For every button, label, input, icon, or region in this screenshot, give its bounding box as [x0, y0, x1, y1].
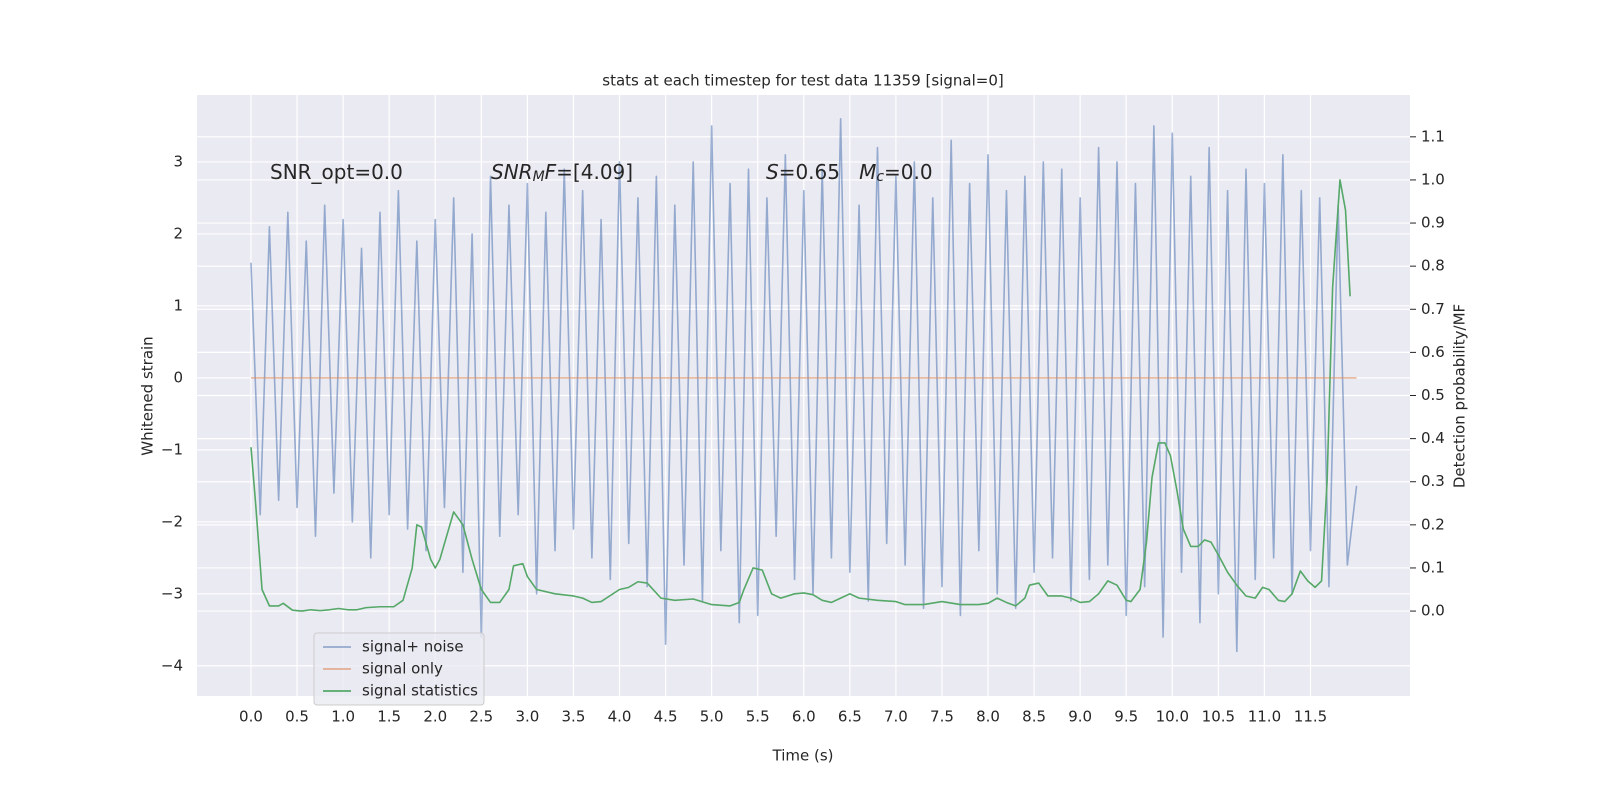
annotation: SNR_opt=0.0 — [270, 160, 403, 184]
x-tick-label: 3.0 — [515, 708, 539, 726]
x-tick-label: 3.5 — [562, 708, 586, 726]
annotation: SNRMF=[4.09] — [491, 160, 633, 186]
x-tick-label: 0.5 — [285, 708, 309, 726]
x-tick-label: 2.0 — [423, 708, 447, 726]
x-tick-label: 9.0 — [1068, 708, 1092, 726]
legend-label: signal only — [362, 660, 443, 678]
y2-tick-label: 0.4 — [1421, 429, 1445, 447]
x-tick-label: 6.5 — [838, 708, 862, 726]
x-tick-label: 2.5 — [469, 708, 493, 726]
x-tick-label: 8.0 — [976, 708, 1000, 726]
x-tick-label: 11.0 — [1248, 708, 1281, 726]
y-tick-label: 3 — [173, 152, 183, 170]
plot — [250, 117, 1358, 653]
x-tick-label: 5.0 — [700, 708, 724, 726]
annotation-part: S — [766, 160, 779, 184]
annotation-part: M — [859, 160, 876, 184]
y2-tick-label: 1.1 — [1421, 127, 1445, 145]
annotation-part: F — [545, 160, 557, 184]
series-line — [250, 179, 1351, 612]
y2-tick-label: 0.8 — [1421, 257, 1445, 275]
y-tick-label: −4 — [161, 656, 183, 674]
x-tick-label: 6.0 — [792, 708, 816, 726]
annotation-part: =0.65 — [779, 160, 859, 184]
x-tick-label: 10.0 — [1156, 708, 1189, 726]
overlay: 0.0 0.5 1.0 1.5 2.0 2.5 3.0 3.5 4.0 4.5 5.0 5.5 6.0 6… — [161, 127, 1445, 725]
series-line — [250, 117, 1358, 653]
y2-axis-label: Detection probability/MF — [1451, 304, 1469, 488]
y-tick-label: −2 — [161, 512, 183, 530]
x-tick-label: 9.5 — [1114, 708, 1138, 726]
y2-tick-label: 0.9 — [1421, 214, 1445, 232]
x-tick-label: 10.5 — [1202, 708, 1235, 726]
y2-tick-label: 0.1 — [1421, 558, 1445, 576]
legend-box — [313, 632, 485, 706]
annotation-part: =[4.09] — [556, 160, 633, 184]
x-tick-label: 7.0 — [884, 708, 908, 726]
chart-title: stats at each timestep for test data 113… — [602, 72, 1003, 90]
x-tick-label: 1.5 — [377, 708, 401, 726]
x-tick-label: 8.5 — [1022, 708, 1046, 726]
x-tick-label: 11.5 — [1294, 708, 1327, 726]
y-tick-label: −1 — [161, 440, 183, 458]
legend-label: signal statistics — [362, 682, 478, 700]
y2-tick-label: 0.0 — [1421, 602, 1445, 620]
x-tick-label: 1.0 — [331, 708, 355, 726]
legend-label: signal+ noise — [362, 638, 464, 656]
y2-tick-label: 0.3 — [1421, 472, 1445, 490]
x-tick-label: 0.0 — [239, 708, 263, 726]
y2-tick-label: 0.2 — [1421, 515, 1445, 533]
y-tick-label: −3 — [161, 584, 183, 602]
y2-tick-label: 0.5 — [1421, 386, 1445, 404]
annotation-part: M — [533, 169, 545, 185]
y2-tick-label: 0.7 — [1421, 300, 1445, 318]
y2-tick-label: 0.6 — [1421, 343, 1445, 361]
y-tick-label: 0 — [173, 368, 183, 386]
annotation-part: c — [876, 169, 884, 185]
x-tick-label: 7.5 — [930, 708, 954, 726]
y-tick-label: 1 — [173, 296, 183, 314]
x-tick-label: 4.5 — [654, 708, 678, 726]
y2-tick-label: 1.0 — [1421, 170, 1445, 188]
annotation-part: SNR — [491, 160, 533, 184]
x-axis-label: Time (s) — [772, 747, 834, 765]
y-tick-label: 2 — [173, 224, 183, 242]
annotation-part: SNR_opt=0.0 — [270, 160, 403, 184]
x-tick-label: 5.5 — [746, 708, 770, 726]
annotation-part: =0.0 — [884, 160, 933, 184]
x-tick-label: 4.0 — [608, 708, 632, 726]
y-axis-label: Whitened strain — [139, 336, 157, 455]
annotation: S=0.65 Mc=0.0 — [766, 160, 933, 186]
